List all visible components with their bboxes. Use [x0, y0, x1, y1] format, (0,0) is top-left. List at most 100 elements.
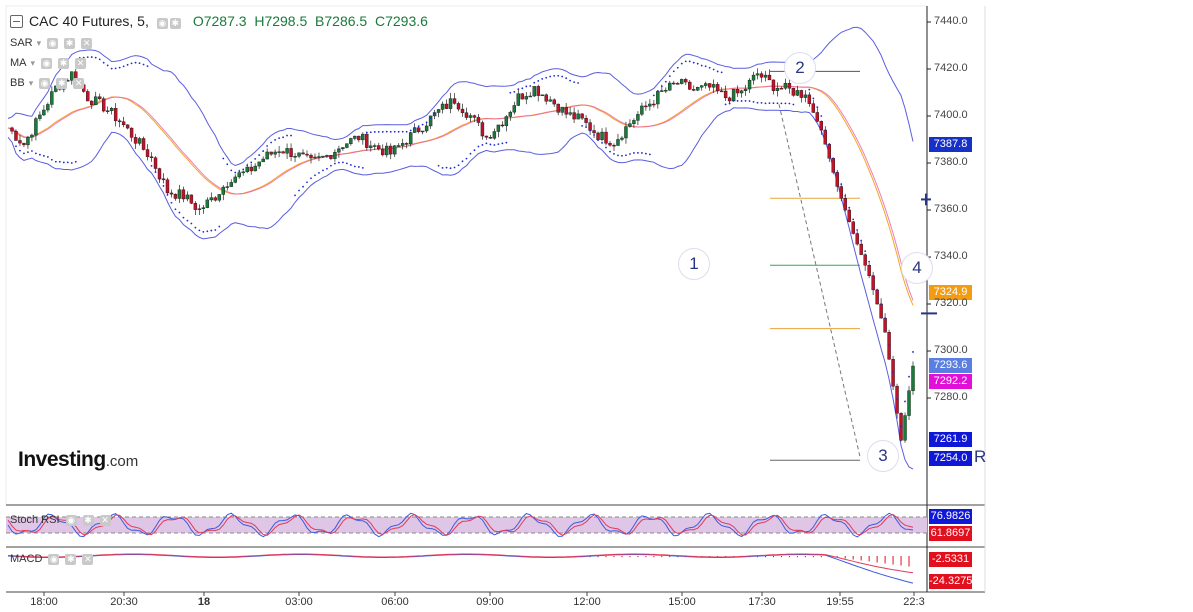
candle-body — [448, 98, 453, 109]
indicator-macd[interactable]: MACD ◉ ✱ ✕ — [10, 553, 94, 565]
candle-body — [616, 139, 620, 146]
macd-signal-label: -2.5331 — [929, 552, 972, 567]
sar-dot — [904, 400, 906, 403]
sar-dot — [848, 206, 851, 209]
eye-icon[interactable]: ◉ — [65, 514, 77, 526]
indicator-bb[interactable]: BB ▾ ◉ ✱ ✕ — [10, 77, 85, 89]
close-icon[interactable]: ✕ — [81, 37, 93, 49]
candle-body — [225, 186, 229, 188]
sar-dot — [724, 103, 727, 106]
eye-icon[interactable]: ◉ — [41, 57, 53, 69]
close-icon[interactable]: ✕ — [82, 553, 94, 565]
sar-dot — [752, 100, 755, 103]
sar-dot — [234, 171, 237, 174]
eye-icon[interactable]: ◉ — [39, 77, 51, 89]
x-tick-label: 12:00 — [573, 596, 601, 608]
close-icon[interactable]: ✕ — [75, 57, 87, 69]
sar-dot — [780, 102, 783, 105]
sar-dot — [222, 157, 225, 160]
sar-dot — [393, 130, 396, 133]
sar-dot — [397, 130, 400, 133]
gear-icon[interactable]: ✱ — [56, 77, 68, 89]
candle-body — [42, 109, 46, 116]
indicator-sar[interactable]: SAR ▾ ◉ ✱ ✕ — [10, 37, 93, 49]
sar-dot — [290, 134, 292, 137]
parabolic-sar-series — [15, 56, 914, 428]
eye-icon[interactable]: ◉ — [47, 37, 59, 49]
candle-body — [420, 130, 425, 133]
candle-body — [703, 83, 708, 86]
candle-body — [70, 71, 74, 81]
sar-dot — [134, 61, 137, 64]
sar-dot — [330, 164, 332, 167]
sar-dot — [812, 97, 815, 100]
gear-icon[interactable]: ✱ — [65, 553, 77, 565]
candle-body — [86, 91, 90, 102]
sar-dot — [306, 181, 308, 184]
sar-dot — [282, 136, 284, 139]
sar-dot — [836, 171, 839, 174]
sar-dot — [792, 103, 795, 106]
chevron-down-icon[interactable]: ▾ — [28, 77, 34, 88]
sar-dot — [238, 170, 241, 173]
sar-dot — [357, 166, 360, 168]
candle-body — [18, 140, 22, 144]
indicator-sar-label: SAR — [10, 37, 33, 49]
sar-dot — [625, 154, 627, 157]
indicator-ma[interactable]: MA ▾ ◉ ✱ ✕ — [10, 57, 87, 69]
sar-dot — [310, 177, 312, 180]
candle-body — [807, 94, 812, 104]
close-icon[interactable]: ✕ — [73, 77, 85, 89]
candle-body — [30, 134, 34, 138]
stoch-d-label: 61.8697 — [929, 526, 972, 541]
eye-icon[interactable]: ◉ — [156, 18, 168, 29]
candle-body — [568, 112, 572, 115]
chevron-down-icon[interactable]: ▾ — [30, 57, 36, 68]
eye-icon[interactable]: ◉ — [48, 553, 60, 565]
collapse-icon[interactable] — [10, 14, 23, 28]
candle-body — [696, 86, 700, 91]
sar-dot — [214, 229, 217, 231]
symbol-title: CAC 40 Futures, 5, — [29, 13, 149, 29]
candle-body — [664, 89, 668, 92]
sar-dot — [341, 161, 344, 164]
sar-dot — [533, 81, 536, 84]
wave-label-3[interactable]: 3 — [867, 440, 899, 472]
sar-dot — [664, 80, 667, 83]
candle-body — [333, 151, 337, 159]
candle-body — [596, 132, 600, 140]
right-marker[interactable]: R — [974, 447, 987, 466]
candle-body — [600, 131, 604, 140]
wave-label-1[interactable]: 1 — [678, 248, 710, 280]
candle-body — [668, 82, 672, 91]
sar-dot — [250, 161, 253, 164]
chevron-down-icon[interactable]: ▾ — [36, 37, 42, 48]
candle-body — [257, 161, 261, 167]
sar-dot — [788, 102, 791, 105]
bb-upper-line — [7, 26, 914, 167]
candle-body — [715, 84, 720, 92]
candle-body — [317, 156, 321, 158]
close-icon[interactable]: ✕ — [99, 514, 111, 526]
indicator-stoch-rsi[interactable]: Stoch RSI ◉ ✱ ✕ — [10, 514, 111, 526]
sar-dot — [314, 174, 316, 177]
candle-body — [416, 127, 421, 132]
candle-body — [301, 152, 305, 155]
candle-body — [803, 94, 808, 98]
wave-label-4[interactable]: 4 — [901, 252, 933, 284]
candle-body — [791, 88, 796, 96]
candle-body — [863, 254, 867, 266]
wave-label-2[interactable]: 2 — [784, 52, 816, 84]
sar-dot — [617, 154, 619, 157]
gear-icon[interactable]: ✱ — [169, 18, 181, 29]
gear-icon[interactable]: ✱ — [64, 37, 76, 49]
sar-dot — [361, 166, 364, 169]
sar-dot — [692, 61, 695, 64]
gear-icon[interactable]: ✱ — [58, 57, 70, 69]
gear-icon[interactable]: ✱ — [82, 514, 94, 526]
sar-dot — [445, 166, 448, 169]
sar-dot — [640, 152, 643, 154]
sar-dot — [453, 166, 456, 169]
sar-dot — [621, 154, 623, 157]
